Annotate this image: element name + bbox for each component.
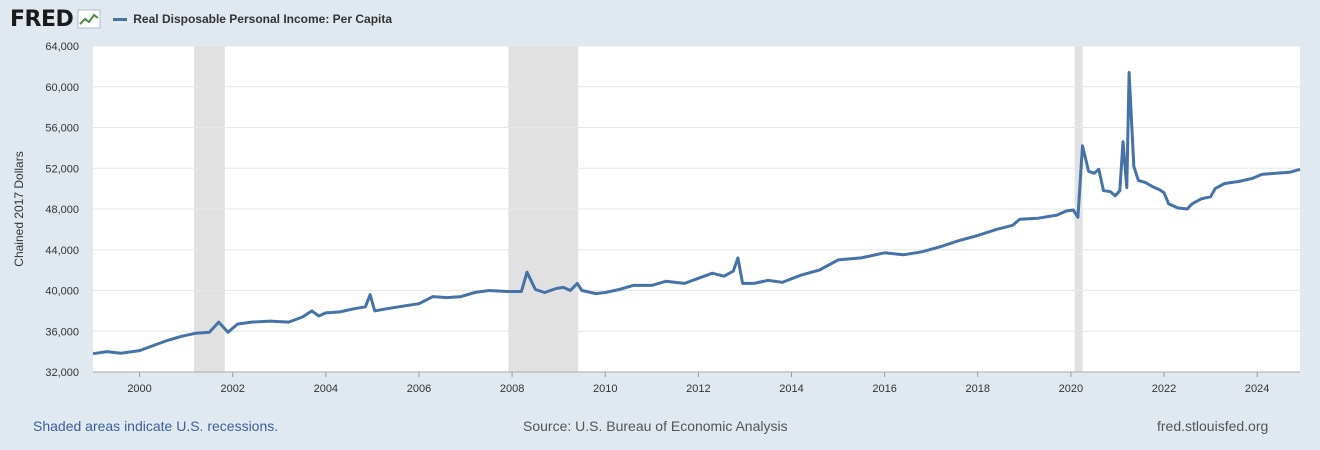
x-tick-label: 2024 <box>1245 383 1269 395</box>
x-tick-label: 2010 <box>593 383 617 395</box>
recession-note[interactable]: Shaded areas indicate U.S. recessions. <box>33 418 279 434</box>
y-tick-label: 32,000 <box>45 367 79 379</box>
x-tick-label: 2002 <box>220 383 244 395</box>
x-tick-label: 2006 <box>407 383 431 395</box>
y-tick-label: 36,000 <box>45 326 79 338</box>
y-tick-label: 56,000 <box>45 123 79 135</box>
x-tick-label: 2020 <box>1059 383 1083 395</box>
x-tick-label: 2004 <box>314 383 338 395</box>
legend-swatch <box>113 17 128 21</box>
x-tick-label: 2016 <box>872 383 896 395</box>
x-tick-label: 2018 <box>966 383 990 395</box>
x-tick-label: 2022 <box>1152 383 1176 395</box>
y-tick-label: 64,000 <box>45 41 79 53</box>
x-tick-label: 2008 <box>500 383 524 395</box>
source-note: Source: U.S. Bureau of Economic Analysis <box>523 418 788 434</box>
x-tick-label: 2012 <box>686 383 710 395</box>
y-tick-label: 48,000 <box>45 204 79 216</box>
fred-chart-icon <box>77 9 101 29</box>
y-tick-label: 60,000 <box>45 82 79 94</box>
site-link[interactable]: fred.stlouisfed.org <box>1157 418 1269 434</box>
fred-logo[interactable]: FRED <box>10 6 74 32</box>
x-tick-label: 2014 <box>779 383 803 395</box>
chart-legend: Real Disposable Personal Income: Per Cap… <box>113 12 392 26</box>
y-tick-label: 40,000 <box>45 286 79 298</box>
y-tick-label: 44,000 <box>45 245 79 257</box>
y-tick-label: 52,000 <box>45 163 79 175</box>
x-tick-label: 2000 <box>127 383 151 395</box>
chart-header: FRED Real Disposable Personal Income: Pe… <box>10 6 392 32</box>
series-line <box>92 71 1301 356</box>
legend-series-label: Real Disposable Personal Income: Per Cap… <box>133 12 393 26</box>
y-axis-label: Chained 2017 Dollars <box>12 151 26 266</box>
